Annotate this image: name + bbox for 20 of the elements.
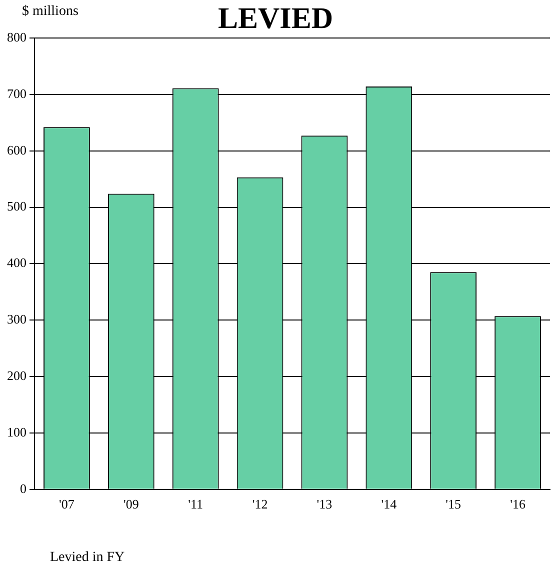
chart-title: LEVIED: [218, 2, 334, 35]
y-tick-label: 100: [7, 424, 26, 440]
y-tick-label: 800: [7, 29, 26, 44]
x-tick-label: '07: [59, 496, 75, 512]
x-axis-title: Levied in FY: [50, 550, 125, 566]
y-axis-title: $ millions: [22, 4, 78, 20]
y-tick-label: 500: [7, 198, 26, 214]
x-tick-label: '14: [381, 496, 398, 512]
x-tick-label: '11: [188, 496, 204, 512]
y-tick-label: 700: [7, 86, 26, 101]
x-tick-label: '15: [446, 496, 462, 512]
x-tick-label: '12: [252, 496, 268, 512]
y-tick-label: 200: [7, 368, 26, 383]
y-tick-label: 400: [7, 255, 26, 270]
x-tick-label: '09: [123, 496, 139, 512]
x-tick-label: '16: [510, 496, 526, 512]
x-tick-label: '13: [316, 496, 332, 512]
y-tick-label: 0: [20, 480, 26, 496]
y-tick-label: 300: [7, 312, 26, 327]
y-tick-label: 600: [7, 142, 26, 158]
